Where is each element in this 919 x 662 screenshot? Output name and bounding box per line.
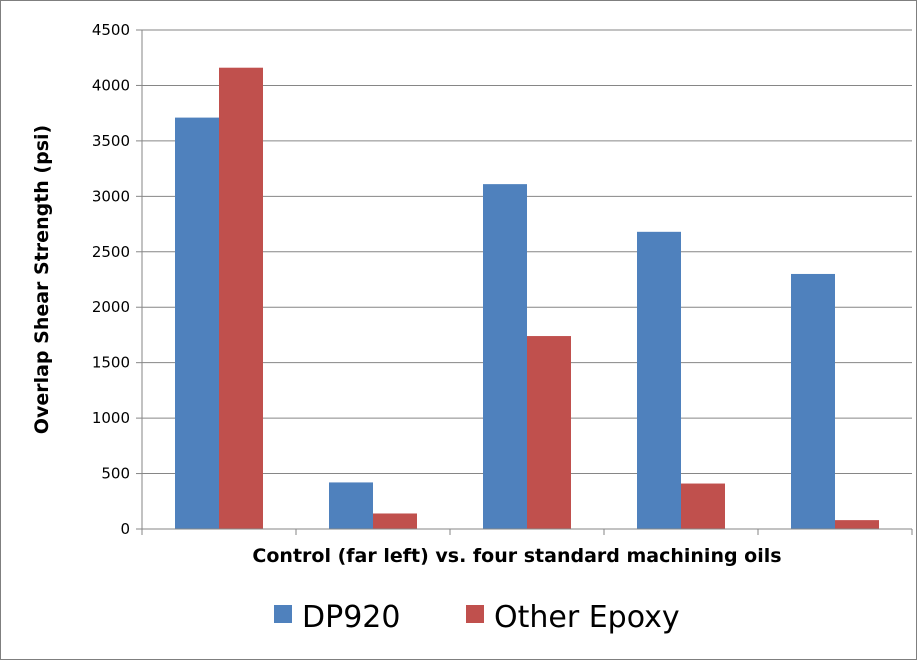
y-tick-label: 4000 [92, 76, 130, 94]
y-tick-label: 2000 [92, 298, 130, 316]
bar-other-epoxy [681, 483, 725, 529]
x-axis-title: Control (far left) vs. four standard mac… [252, 545, 781, 567]
y-tick-label: 2500 [92, 243, 130, 261]
y-tick-label: 500 [101, 465, 130, 483]
bar-dp920 [329, 482, 373, 529]
bar-dp920 [483, 184, 527, 529]
legend: DP920 Other Epoxy [274, 600, 680, 635]
y-tick-label: 4500 [92, 21, 130, 39]
legend-swatch-dp920 [274, 605, 292, 623]
bar-other-epoxy [527, 336, 571, 529]
bar-dp920 [637, 231, 681, 529]
y-tick-label: 1000 [92, 409, 130, 427]
y-tick-label: 3500 [92, 132, 130, 150]
legend-swatch-other-epoxy [466, 605, 484, 623]
bar-other-epoxy [373, 513, 417, 529]
bar-other-epoxy [835, 520, 879, 529]
y-axis-ticks: 0 500 1000 1500 2000 2500 3000 3500 4000 4500 [92, 21, 913, 538]
bar-other-epoxy [219, 67, 263, 530]
y-tick-label: 0 [120, 520, 130, 538]
y-axis-title: Overlap Shear Strength (psi) [31, 125, 53, 434]
y-tick-label: 3000 [92, 187, 130, 205]
bar-dp920 [791, 273, 835, 529]
bar-dp920 [175, 117, 219, 529]
bars [175, 67, 879, 530]
y-tick-label: 1500 [92, 354, 130, 372]
legend-label-dp920: DP920 [302, 600, 400, 635]
legend-label-other-epoxy: Other Epoxy [494, 600, 680, 635]
